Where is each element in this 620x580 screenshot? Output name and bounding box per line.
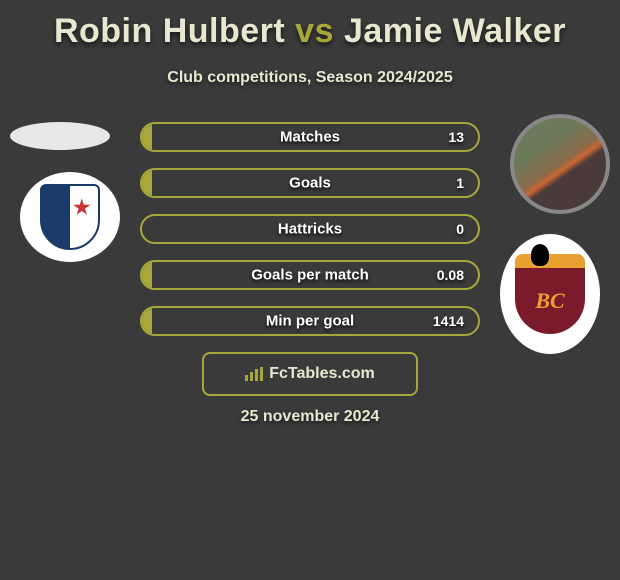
subtitle: Club competitions, Season 2024/2025 <box>0 69 620 87</box>
stat-bar-fill <box>142 124 152 150</box>
stat-bar-fill <box>142 170 152 196</box>
stat-bar: Hattricks 0 <box>140 214 480 244</box>
vs-separator: vs <box>295 12 334 50</box>
stat-bar-label: Goals per match <box>251 267 369 284</box>
player2-photo <box>510 114 610 214</box>
comparison-title: Robin Hulbert vs Jamie Walker <box>0 0 620 51</box>
player2-name: Jamie Walker <box>344 12 566 50</box>
stat-bar-value: 13 <box>448 129 464 145</box>
brand-text: FcTables.com <box>269 365 375 383</box>
stat-bar-label: Hattricks <box>278 221 342 238</box>
date-text: 25 november 2024 <box>241 408 380 426</box>
stat-bar-label: Goals <box>289 175 331 192</box>
player1-photo <box>10 122 110 150</box>
player1-name: Robin Hulbert <box>54 12 285 50</box>
stat-bar: Goals per match 0.08 <box>140 260 480 290</box>
stat-bar-value: 1 <box>456 175 464 191</box>
stat-bar-fill <box>142 262 152 288</box>
stat-bar: Goals 1 <box>140 168 480 198</box>
stat-bar-fill <box>142 308 152 334</box>
bars-icon <box>245 367 263 381</box>
stat-bar: Min per goal 1414 <box>140 306 480 336</box>
stat-bar-label: Min per goal <box>266 313 354 330</box>
player1-club-badge <box>20 172 120 262</box>
stat-bar: Matches 13 <box>140 122 480 152</box>
stats-bars: Matches 13 Goals 1 Hattricks 0 Goals per match… <box>140 122 480 352</box>
stat-bar-value: 0.08 <box>437 267 464 283</box>
player2-club-badge <box>500 234 600 354</box>
brand-box: FcTables.com <box>202 352 418 396</box>
stat-bar-value: 0 <box>456 221 464 237</box>
stat-bar-label: Matches <box>280 129 340 146</box>
stat-bar-value: 1414 <box>433 313 464 329</box>
